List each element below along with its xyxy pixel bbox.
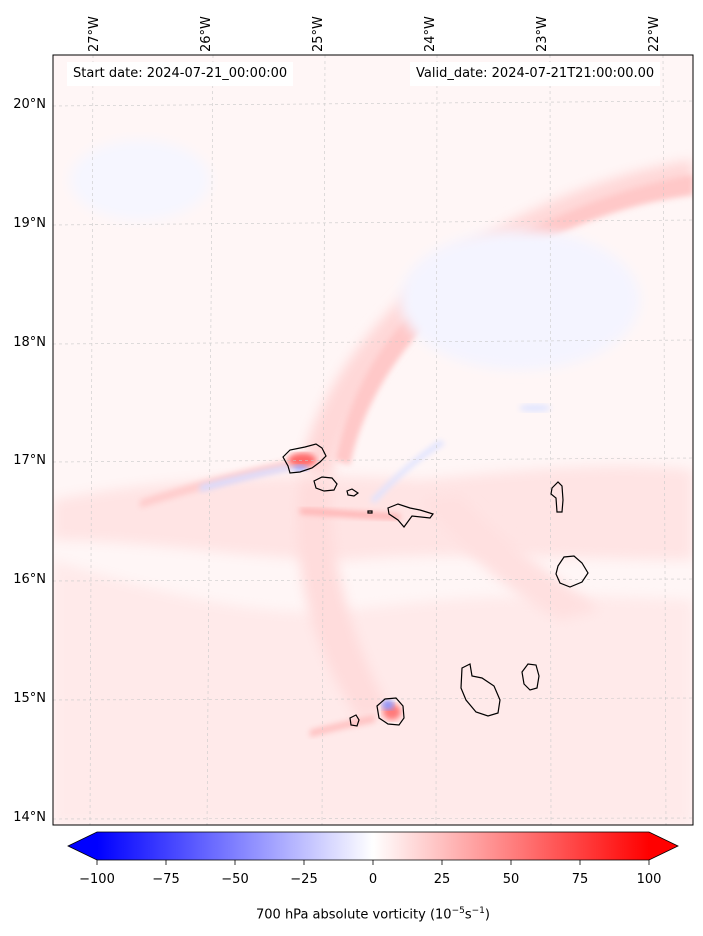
- colorbar-tick-label: 75: [571, 872, 589, 887]
- island-sao-vicente: [313, 476, 338, 492]
- island-sao-nicolau: [367, 503, 434, 528]
- colorbar-extend-high: [649, 832, 678, 860]
- island-fogo: [376, 697, 405, 726]
- valid-date-label: Valid_date: 2024-07-21T21:00:00.00: [410, 62, 661, 86]
- colorbar-label: 700 hPa absolute vorticity (10−5s−1): [256, 906, 490, 923]
- island-maio: [521, 663, 540, 691]
- lon-label-26w: 26°W: [199, 16, 214, 52]
- colorbar-gradient: [97, 832, 649, 860]
- lon-label-25w: 25°W: [311, 16, 326, 52]
- island-santa-luzia: [346, 488, 360, 497]
- lat-label-14n: 14°N: [13, 810, 46, 825]
- lat-label-15n: 15°N: [13, 691, 46, 706]
- colorbar: [67, 831, 679, 865]
- lat-label-19n: 19°N: [13, 216, 46, 231]
- lat-label-18n: 18°N: [13, 335, 46, 350]
- lat-label-17n: 17°N: [13, 453, 46, 468]
- map-frame: [52, 54, 694, 826]
- lon-label-24w: 24°W: [423, 16, 438, 52]
- island-brava: [349, 714, 360, 727]
- colorbar-tick-label: 0: [368, 872, 378, 887]
- island-santo-antao: [282, 443, 327, 474]
- lon-label-22w: 22°W: [647, 16, 662, 52]
- lon-label-27w: 27°W: [87, 16, 102, 52]
- island-sal: [550, 481, 564, 513]
- island-boa-vista: [555, 555, 589, 588]
- colorbar-tick-label: 50: [502, 872, 520, 887]
- colorbar-tick-label: −25: [290, 872, 318, 887]
- vorticity-field: [53, 140, 693, 825]
- colorbar-tick-label: −75: [152, 872, 180, 887]
- colorbar-tick-label: 100: [636, 872, 662, 887]
- island-santiago: [460, 663, 501, 717]
- colorbar-extend-low: [68, 832, 97, 860]
- lat-label-20n: 20°N: [13, 97, 46, 112]
- colorbar-tick-label: −50: [221, 872, 249, 887]
- colorbar-tick-label: −100: [79, 872, 115, 887]
- lon-label-23w: 23°W: [535, 16, 550, 52]
- coastlines: [282, 443, 589, 727]
- graticule: [52, 54, 694, 826]
- start-date-label: Start date: 2024-07-21_00:00:00: [67, 62, 294, 86]
- colorbar-tick-label: 25: [433, 872, 451, 887]
- lat-label-16n: 16°N: [13, 572, 46, 587]
